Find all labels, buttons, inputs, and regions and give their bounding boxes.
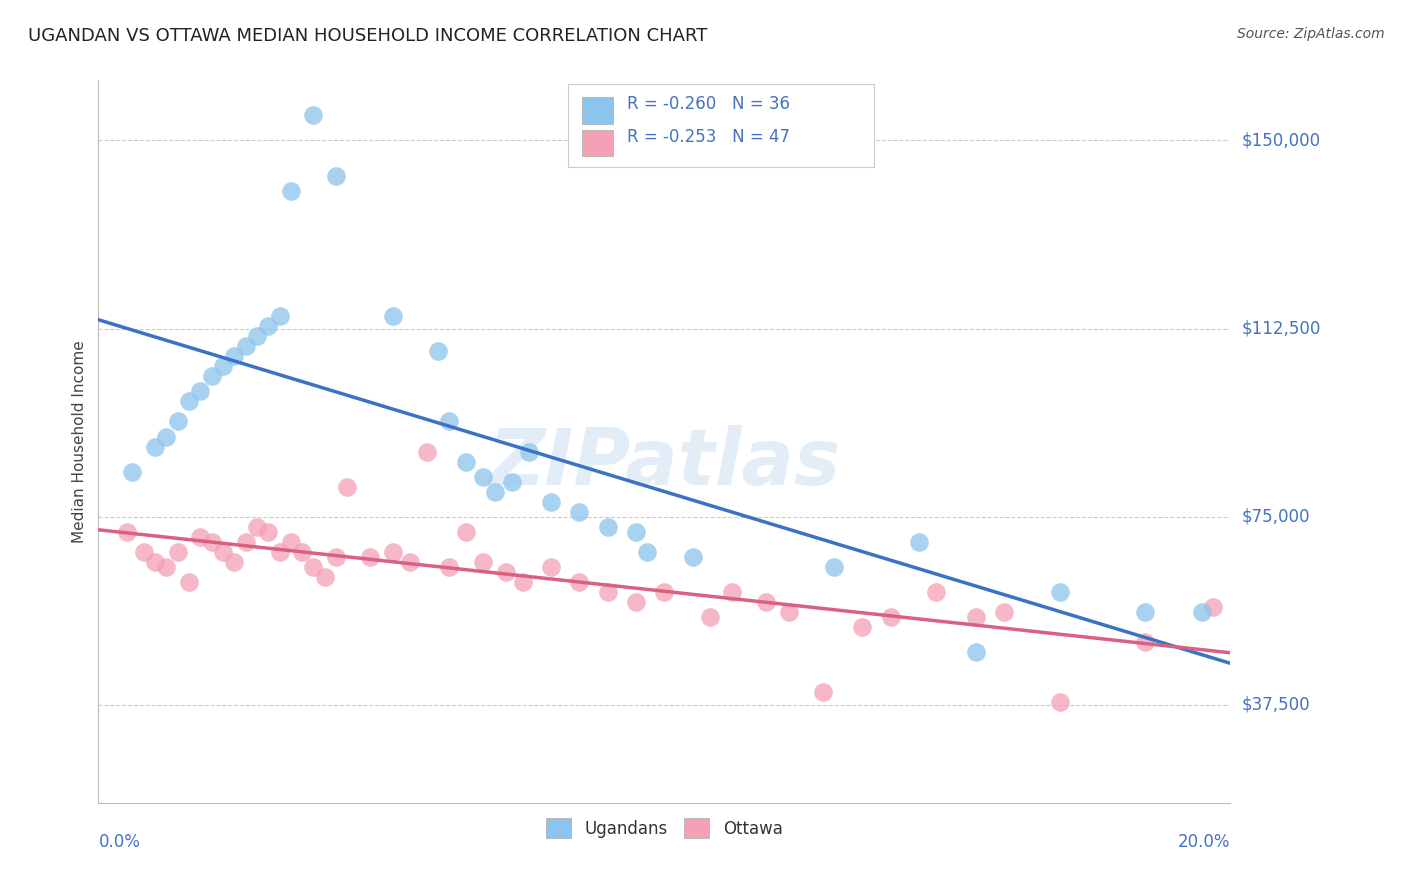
Text: $75,000: $75,000 bbox=[1241, 508, 1310, 525]
Point bbox=[965, 610, 987, 624]
Point bbox=[115, 524, 138, 539]
Point bbox=[456, 454, 478, 468]
Point bbox=[155, 429, 177, 443]
Point bbox=[325, 169, 347, 183]
Point bbox=[652, 585, 676, 599]
Point bbox=[188, 530, 211, 544]
Point bbox=[456, 524, 478, 539]
Point bbox=[143, 555, 166, 569]
Text: 20.0%: 20.0% bbox=[1178, 833, 1230, 851]
Point bbox=[291, 545, 314, 559]
Point bbox=[336, 480, 359, 494]
Point bbox=[540, 560, 562, 574]
Point bbox=[512, 574, 534, 589]
Point bbox=[201, 369, 224, 384]
Point bbox=[246, 520, 269, 534]
Point bbox=[925, 585, 948, 599]
Legend: Ugandans, Ottawa: Ugandans, Ottawa bbox=[540, 812, 789, 845]
Text: $37,500: $37,500 bbox=[1241, 696, 1310, 714]
Point bbox=[212, 545, 235, 559]
Point bbox=[439, 560, 461, 574]
Text: UGANDAN VS OTTAWA MEDIAN HOUSEHOLD INCOME CORRELATION CHART: UGANDAN VS OTTAWA MEDIAN HOUSEHOLD INCOM… bbox=[28, 27, 707, 45]
Point bbox=[501, 475, 523, 489]
Point bbox=[596, 520, 619, 534]
Point bbox=[280, 534, 302, 549]
Point bbox=[246, 329, 269, 343]
Point bbox=[472, 469, 495, 483]
Point bbox=[699, 610, 721, 624]
Text: R = -0.260   N = 36: R = -0.260 N = 36 bbox=[627, 95, 790, 113]
FancyBboxPatch shape bbox=[582, 97, 613, 124]
Point bbox=[568, 505, 591, 519]
Point bbox=[1191, 605, 1213, 619]
Point bbox=[778, 605, 800, 619]
Point bbox=[224, 349, 246, 363]
Point bbox=[381, 309, 404, 323]
Point bbox=[257, 524, 280, 539]
Point bbox=[302, 108, 325, 122]
Text: 0.0%: 0.0% bbox=[98, 833, 141, 851]
Point bbox=[624, 524, 647, 539]
Point bbox=[121, 465, 143, 479]
Point bbox=[257, 319, 280, 334]
Point bbox=[235, 534, 257, 549]
Point bbox=[1049, 585, 1071, 599]
Point bbox=[1049, 696, 1071, 710]
Point bbox=[721, 585, 744, 599]
Point bbox=[280, 184, 302, 198]
Point bbox=[166, 414, 188, 428]
Point bbox=[177, 574, 200, 589]
Text: Source: ZipAtlas.com: Source: ZipAtlas.com bbox=[1237, 27, 1385, 41]
FancyBboxPatch shape bbox=[582, 130, 613, 156]
Point bbox=[495, 565, 517, 579]
Point bbox=[166, 545, 188, 559]
Point bbox=[381, 545, 404, 559]
Point bbox=[993, 605, 1015, 619]
Point bbox=[624, 595, 647, 609]
Point bbox=[325, 549, 347, 564]
Point bbox=[155, 560, 177, 574]
FancyBboxPatch shape bbox=[568, 84, 873, 167]
Point bbox=[1202, 600, 1225, 615]
Point bbox=[540, 494, 562, 508]
Point bbox=[472, 555, 495, 569]
Point bbox=[636, 545, 658, 559]
Text: $150,000: $150,000 bbox=[1241, 131, 1320, 150]
Point bbox=[1135, 605, 1157, 619]
Point bbox=[568, 574, 591, 589]
Point bbox=[811, 685, 834, 699]
Point bbox=[484, 484, 506, 499]
Point bbox=[415, 444, 437, 458]
Point bbox=[143, 440, 166, 454]
Point bbox=[269, 309, 291, 323]
Point bbox=[132, 545, 155, 559]
Point bbox=[359, 549, 381, 564]
Text: ZIPatlas: ZIPatlas bbox=[488, 425, 841, 501]
Point bbox=[398, 555, 420, 569]
Point bbox=[908, 534, 931, 549]
Point bbox=[235, 339, 257, 353]
Point bbox=[188, 384, 211, 399]
Point bbox=[439, 414, 461, 428]
Point bbox=[851, 620, 873, 634]
Point bbox=[682, 549, 704, 564]
Point bbox=[880, 610, 903, 624]
Y-axis label: Median Household Income: Median Household Income bbox=[72, 340, 87, 543]
Point bbox=[177, 394, 200, 409]
Point bbox=[1135, 635, 1157, 649]
Point bbox=[755, 595, 778, 609]
Point bbox=[269, 545, 291, 559]
Point bbox=[314, 570, 336, 584]
Text: R = -0.253   N = 47: R = -0.253 N = 47 bbox=[627, 128, 790, 145]
Point bbox=[823, 560, 845, 574]
Text: $112,500: $112,500 bbox=[1241, 319, 1320, 338]
Point bbox=[302, 560, 325, 574]
Point bbox=[212, 359, 235, 374]
Point bbox=[517, 444, 540, 458]
Point bbox=[224, 555, 246, 569]
Point bbox=[596, 585, 619, 599]
Point bbox=[965, 645, 987, 659]
Point bbox=[427, 344, 450, 359]
Point bbox=[201, 534, 224, 549]
